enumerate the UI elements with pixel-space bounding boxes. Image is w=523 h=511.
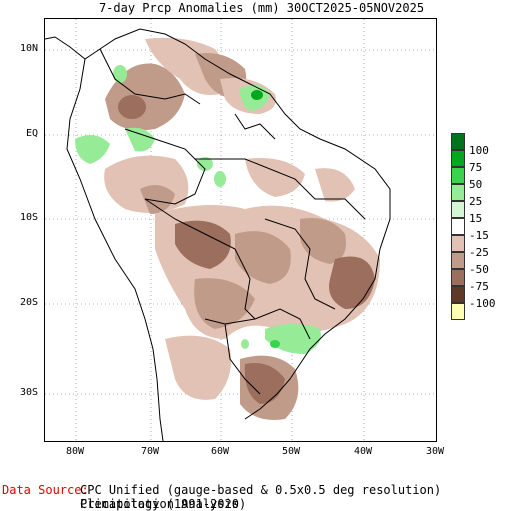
- legend-swatch: [451, 150, 465, 167]
- legend-swatch: [451, 252, 465, 269]
- legend-swatch: [451, 218, 465, 235]
- lon-label-60w: 60W: [210, 446, 230, 457]
- legend-label: 15: [469, 212, 483, 225]
- lat-label-eq: EQ: [25, 128, 38, 139]
- wet-anomalies: [75, 65, 321, 354]
- coastlines-borders: [45, 28, 391, 441]
- data-source-line2: Climatology (1991-2020): [80, 497, 247, 511]
- legend-label: 50: [469, 178, 483, 191]
- legend-label: -100: [469, 297, 496, 310]
- legend-swatch: [451, 269, 465, 286]
- data-source-label: Data Source:: [2, 483, 89, 497]
- legend-label: -15: [469, 229, 489, 242]
- map-frame: [44, 18, 437, 442]
- legend-swatch: [451, 184, 465, 201]
- map-title: 7-day Prcp Anomalies (mm) 30OCT2025-05NO…: [98, 1, 425, 15]
- legend-label: -75: [469, 280, 489, 293]
- data-source-line1: CPC Unified (gauge-based & 0.5x0.5 deg r…: [80, 483, 442, 511]
- legend-label: 100: [469, 144, 489, 157]
- legend-label: -25: [469, 246, 489, 259]
- lon-label-80w: 80W: [65, 446, 85, 457]
- legend-swatch: [451, 286, 465, 303]
- lat-label-10n: 10N: [19, 43, 38, 54]
- map-canvas: [45, 19, 436, 441]
- lon-label-50w: 50W: [281, 446, 301, 457]
- legend-swatch: [451, 303, 465, 320]
- legend-swatch: [451, 201, 465, 218]
- legend-swatch: [451, 133, 465, 150]
- lon-label-30w: 30W: [425, 446, 445, 457]
- legend-label: -50: [469, 263, 489, 276]
- legend-swatch: [451, 167, 465, 184]
- lat-label-20s: 20S: [19, 297, 38, 308]
- lon-label-70w: 70W: [140, 446, 160, 457]
- lat-label-10s: 10S: [19, 212, 38, 223]
- lat-label-30s: 30S: [19, 387, 38, 398]
- lon-label-40w: 40W: [353, 446, 373, 457]
- dry-anomalies: [104, 37, 380, 420]
- legend-label: 25: [469, 195, 483, 208]
- legend-swatch: [451, 235, 465, 252]
- legend-label: 75: [469, 161, 483, 174]
